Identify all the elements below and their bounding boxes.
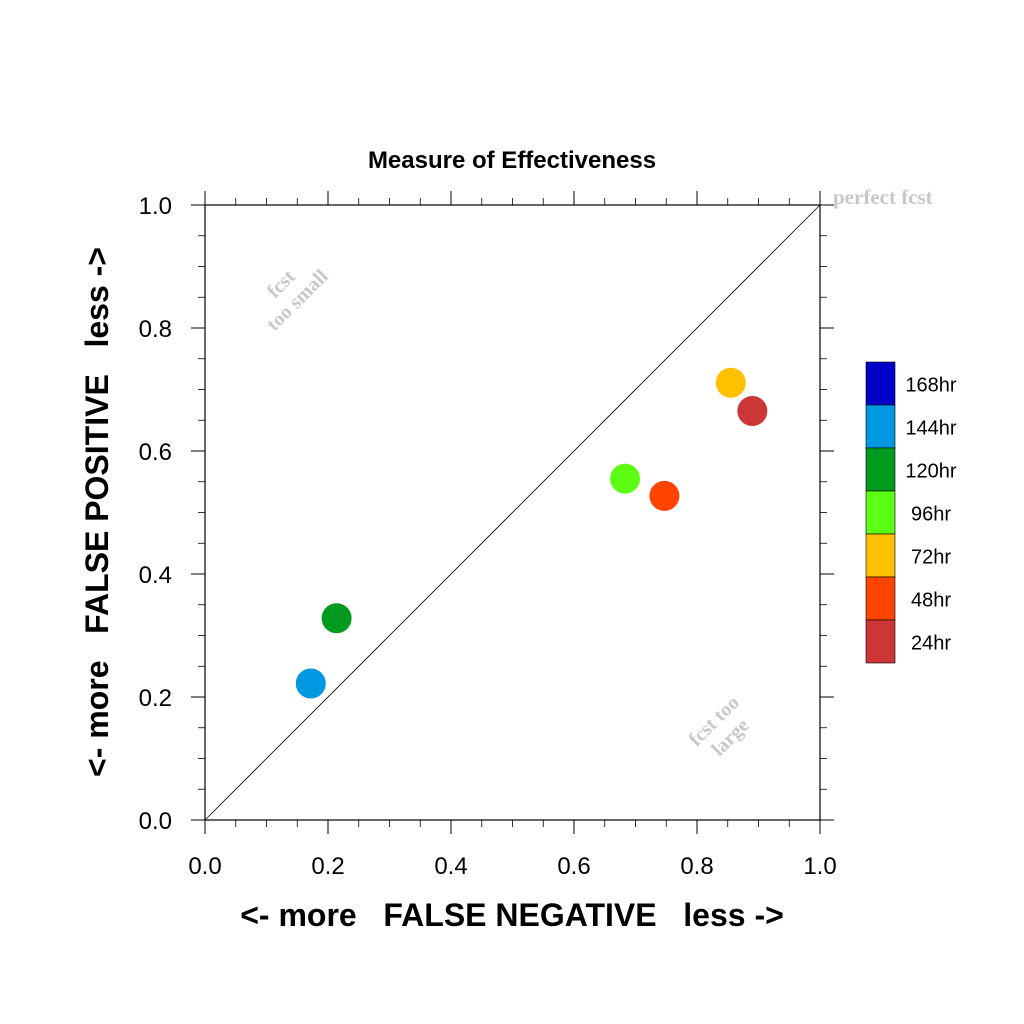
y-axis-label: <- more FALSE POSITIVE less -> [79,247,115,777]
legend-swatch-144hr [865,404,896,449]
chart-title: Measure of Effectiveness [368,147,656,174]
point-24hr [737,396,768,427]
y-tick-label: 0.2 [139,685,172,712]
legend-label-144hr: 144hr [905,418,956,440]
legend-swatch-120hr [865,447,896,492]
legend-swatch-72hr [865,533,896,578]
y-tick-label: 0.6 [139,439,172,466]
point-72hr [715,367,746,398]
point-144hr [295,668,326,699]
point-120hr [321,603,352,634]
y-tick-label: 1.0 [139,193,172,220]
axis-ticks [191,191,834,834]
x-tick-label: 0.0 [188,853,221,880]
legend-label-120hr: 120hr [905,461,956,483]
y-tick-labels: 0.0 0.2 0.4 0.6 0.8 1.0 [139,193,172,835]
point-48hr [649,480,680,511]
x-tick-label: 1.0 [803,853,836,880]
x-tick-label: 0.4 [434,853,467,880]
x-tick-label: 0.6 [557,853,590,880]
legend-label-72hr: 72hr [911,547,951,569]
legend-swatch-168hr [865,361,896,406]
annotation-fcst-too-small: fcst too small [262,265,332,335]
y-tick-label: 0.0 [139,808,172,835]
y-tick-label: 0.8 [139,316,172,343]
legend-label-48hr: 48hr [911,590,951,612]
legend-swatch-96hr [865,490,896,535]
legend-swatch-24hr [865,619,896,664]
annotation-perfect-forecast: perfect fcst [833,185,933,209]
legend-label-168hr: 168hr [905,375,956,397]
x-tick-label: 0.8 [680,853,713,880]
data-points [295,367,768,699]
point-96hr [610,463,641,494]
legend-label-96hr: 96hr [911,504,951,526]
y-tick-label: 0.4 [139,562,172,589]
annotation-fcst-too-large: fcst too large [685,692,754,761]
legend-swatch-48hr [865,576,896,621]
perfect-forecast-diagonal [204,204,821,821]
legend: 168hr 144hr 120hr 96hr 72hr 48hr 24hr [865,361,957,664]
legend-label-24hr: 24hr [911,633,951,655]
x-tick-label: 0.2 [311,853,344,880]
x-tick-labels: 0.0 0.2 0.4 0.6 0.8 1.0 [188,853,836,880]
x-axis-label: <- more FALSE NEGATIVE less -> [240,897,784,933]
